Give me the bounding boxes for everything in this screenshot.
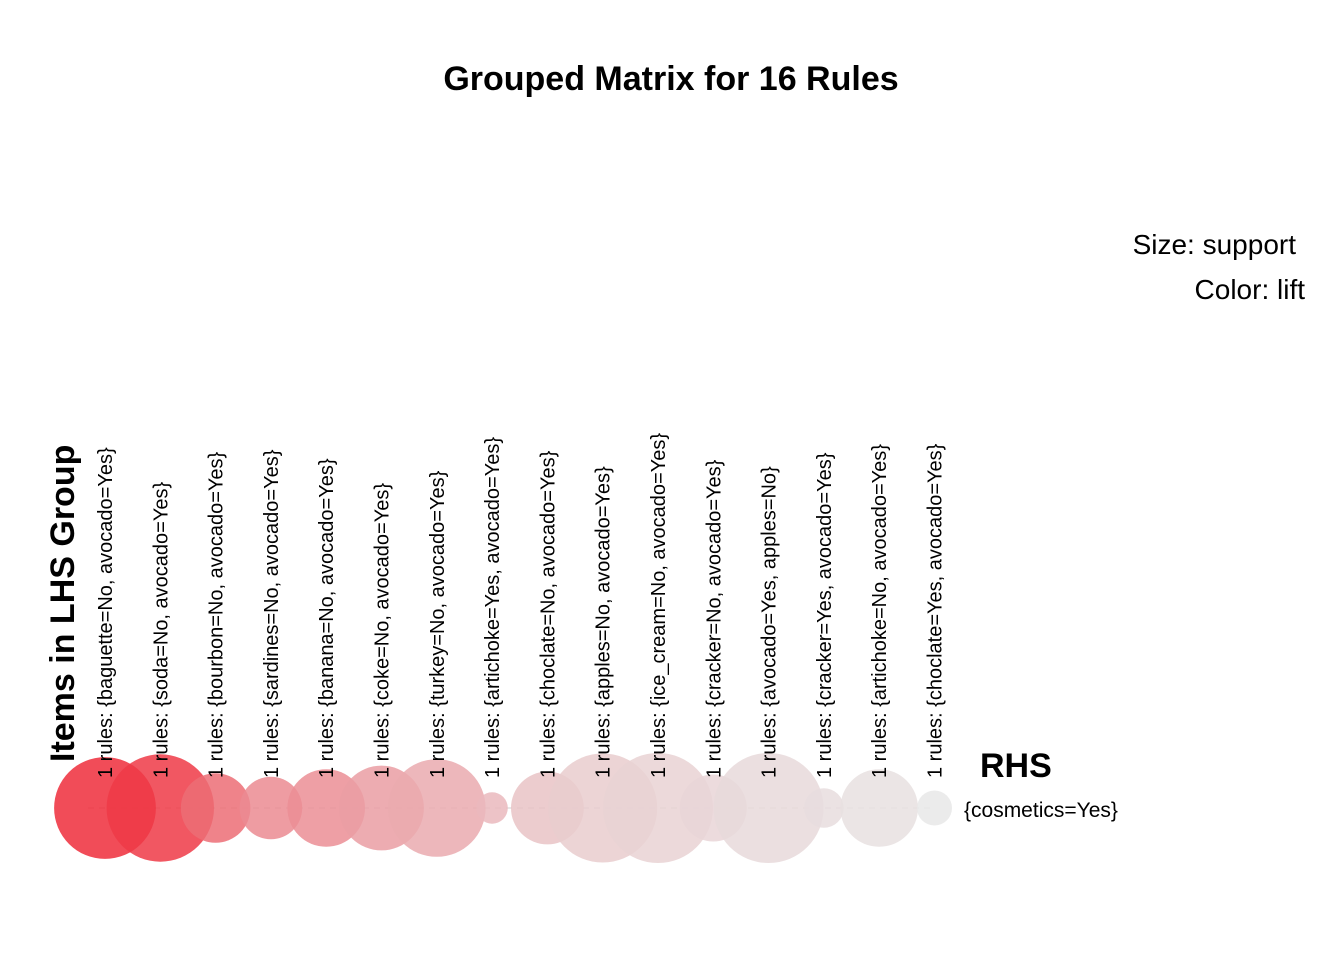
- rule-bubble: [239, 776, 303, 840]
- rule-bubble: [476, 792, 508, 824]
- lhs-group-label: 1 rules: {cracker=Yes, avocado=Yes}: [814, 452, 836, 778]
- lhs-group-label: 1 rules: {coke=No, avocado=Yes}: [372, 483, 394, 778]
- rule-bubble: [180, 773, 251, 843]
- chart-title: Grouped Matrix for 16 Rules: [443, 60, 898, 98]
- lhs-group-label: 1 rules: {artichoke=No, avocado=Yes}: [869, 444, 891, 778]
- lhs-group-label: 1 rules: {banana=No, avocado=Yes}: [316, 458, 338, 778]
- rule-bubble: [917, 790, 952, 826]
- lhs-group-label: 1 rules: {choclate=No, avocado=Yes}: [537, 450, 559, 778]
- lhs-group-label: 1 rules: {choclate=Yes, avocado=Yes}: [925, 443, 947, 778]
- rule-bubble: [840, 769, 918, 847]
- size-legend-label: Size: support: [1133, 229, 1297, 260]
- lhs-group-label: 1 rules: {cracker=No, avocado=Yes}: [703, 459, 725, 778]
- rule-bubble: [106, 754, 214, 862]
- lhs-group-label: 1 rules: {ice_cream=No, avocado=Yes}: [648, 433, 670, 778]
- lhs-group-label: 1 rules: {soda=No, avocado=Yes}: [150, 482, 172, 778]
- bubble-layer: [54, 753, 952, 863]
- lhs-group-label: 1 rules: {apples=No, avocado=Yes}: [593, 466, 615, 778]
- lhs-group-label: 1 rules: {baguette=No, avocado=Yes}: [95, 447, 117, 778]
- lhs-group-label: 1 rules: {artichoke=Yes, avocado=Yes}: [482, 437, 504, 778]
- lhs-group-label: 1 rules: {avocado=Yes, apples=No}: [759, 466, 781, 778]
- lhs-label-layer: 1 rules: {baguette=No, avocado=Yes} 1 rul…: [95, 433, 947, 778]
- y-axis-title: RHS: [980, 747, 1052, 785]
- lhs-group-label: 1 rules: {sardines=No, avocado=Yes}: [261, 449, 283, 778]
- lhs-group-label: 1 rules: {turkey=No, avocado=Yes}: [427, 470, 449, 778]
- rule-bubble: [713, 753, 824, 863]
- rule-bubble: [388, 759, 486, 857]
- x-axis-title: Items in LHS Group: [44, 445, 82, 762]
- color-legend-label: Color: lift: [1195, 274, 1306, 305]
- rhs-tick-label: {cosmetics=Yes}: [964, 799, 1118, 822]
- lhs-group-label: 1 rules: {bourbon=No, avocado=Yes}: [206, 451, 228, 778]
- rule-bubble: [603, 753, 713, 863]
- rule-bubble: [804, 788, 844, 828]
